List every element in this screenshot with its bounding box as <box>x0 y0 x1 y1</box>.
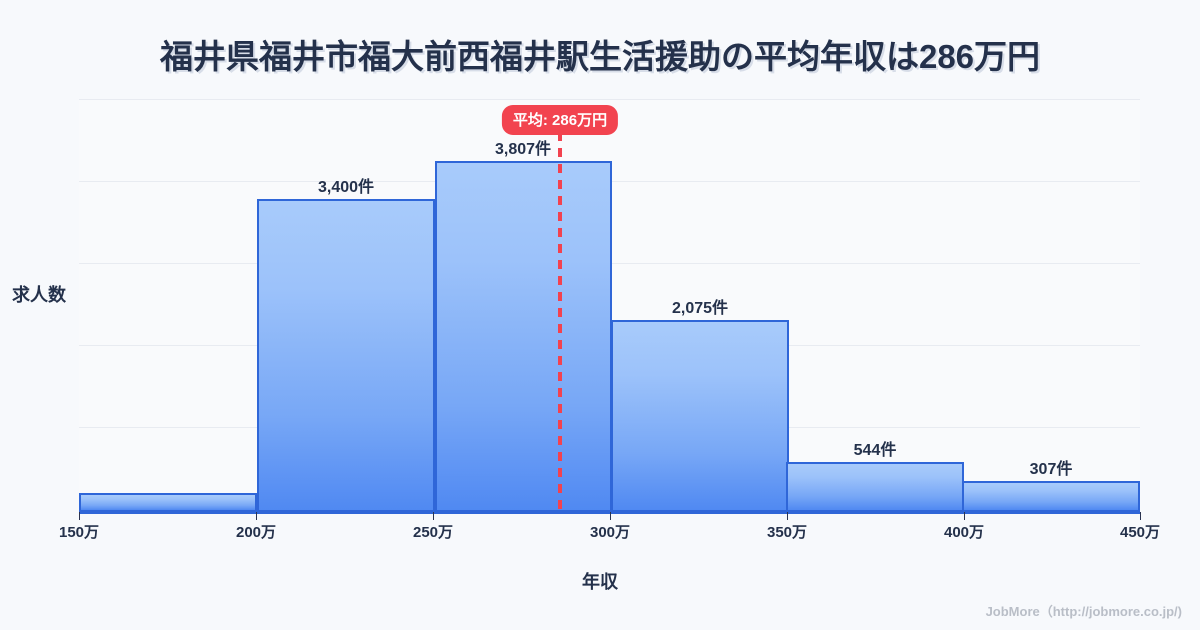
x-tick-mark <box>433 512 434 520</box>
x-axis-label: 年収 <box>582 572 618 592</box>
y-axis-label: 求人数 <box>12 285 66 305</box>
x-tick-label: 150万 <box>58 524 100 541</box>
x-tick-mark <box>79 512 80 520</box>
gridline <box>79 99 1140 100</box>
histogram-bar <box>786 462 964 512</box>
histogram-bar <box>962 481 1140 512</box>
bar-value-label: 3,807件 <box>494 141 552 158</box>
footer-credit: JobMore（http://jobmore.co.jp/) <box>985 604 1182 619</box>
mean-vline <box>557 132 562 512</box>
x-tick-label: 300万 <box>589 524 631 541</box>
x-tick-label: 350万 <box>766 524 808 541</box>
histogram-bar <box>257 199 435 512</box>
bar-value-label: 307件 <box>1029 461 1073 478</box>
x-tick-mark <box>787 512 788 520</box>
x-tick-label: 450万 <box>1119 524 1161 541</box>
x-tick-label: 400万 <box>943 524 985 541</box>
x-tick-mark <box>256 512 257 520</box>
x-tick-mark <box>1140 512 1141 520</box>
x-tick-mark <box>610 512 611 520</box>
x-tick-label: 200万 <box>235 524 277 541</box>
bar-value-label: 2,075件 <box>671 300 729 317</box>
histogram-bar <box>79 493 257 512</box>
mean-badge: 平均: 286万円 <box>501 105 619 135</box>
chart-title: 福井県福井市福大前西福井駅生活援助の平均年収は286万円 <box>159 38 1041 75</box>
x-tick-label: 250万 <box>412 524 454 541</box>
bar-value-label: 3,400件 <box>317 179 375 196</box>
histogram-bar <box>611 320 789 512</box>
x-tick-mark <box>964 512 965 520</box>
histogram-bar <box>435 161 612 512</box>
bar-value-label: 544件 <box>853 442 897 459</box>
